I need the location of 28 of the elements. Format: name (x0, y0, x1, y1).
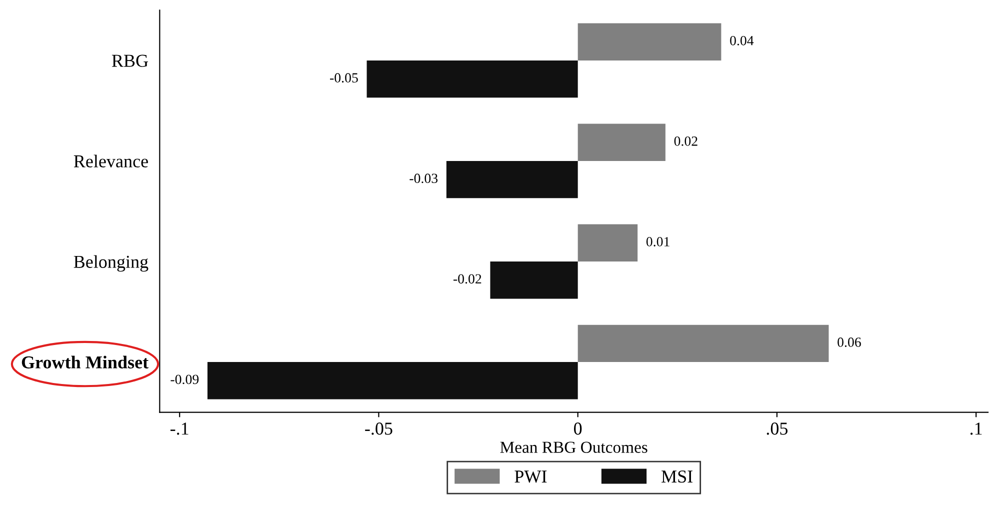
bar (446, 160, 578, 198)
legend-label: PWI (514, 470, 547, 483)
data-label: -0.05 (330, 73, 358, 83)
x-tick-label: .05 (766, 422, 788, 435)
bar (490, 262, 578, 299)
x-axis-title: Mean RBG Outcomes (500, 442, 648, 453)
data-label: 0.01 (646, 237, 670, 246)
legend-label: MSI (662, 470, 692, 483)
bar (578, 224, 638, 262)
data-label: -0.02 (453, 274, 482, 284)
data-label: -0.03 (410, 174, 438, 184)
data-label: -0.09 (170, 374, 199, 384)
bar (366, 60, 578, 98)
bar (578, 23, 722, 60)
bar (578, 124, 666, 161)
bar (207, 362, 578, 400)
x-tick-label: .1 (970, 422, 982, 435)
bar (578, 324, 829, 362)
x-tick-label: -.1 (170, 422, 188, 435)
x-tick-label: 0 (574, 422, 582, 435)
y-tick-label: Relevance (74, 154, 148, 168)
data-label: 0.06 (838, 338, 861, 347)
y-tick-label: RBG (112, 54, 148, 67)
y-tick-label: Belonging (74, 255, 148, 272)
y-tick-label: Growth Mindset (22, 356, 148, 368)
data-label: 0.04 (730, 36, 754, 46)
data-label: 0.02 (674, 136, 698, 146)
x-tick-label: -.05 (365, 422, 392, 435)
